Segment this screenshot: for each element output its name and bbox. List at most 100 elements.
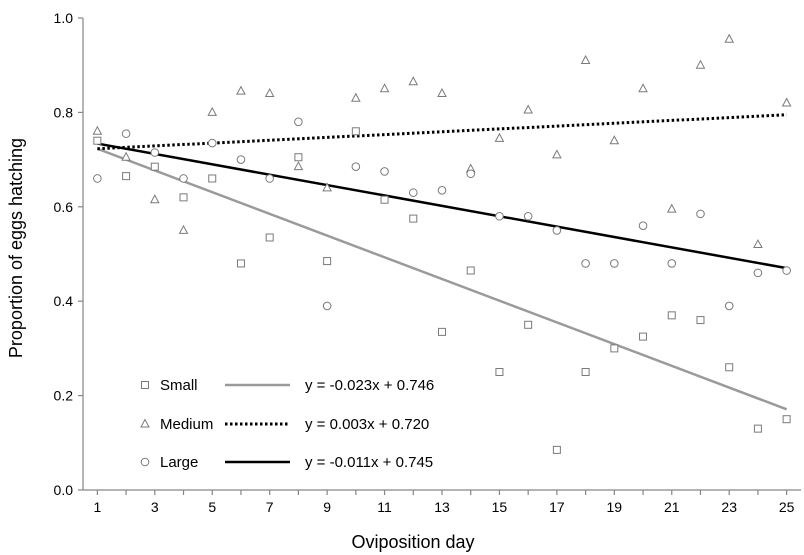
data-point-medium [264, 87, 275, 98]
x-tick-label: 5 [208, 499, 216, 515]
data-point-small [552, 445, 561, 454]
data-point-large [150, 148, 160, 157]
data-point-medium [724, 33, 735, 43]
data-point-medium [552, 149, 562, 159]
data-point-small [753, 424, 762, 433]
data-point-large [351, 162, 361, 171]
data-point-small [466, 266, 475, 275]
data-point-large [93, 174, 102, 183]
data-point-medium [293, 161, 304, 171]
data-point-medium [666, 203, 677, 213]
data-points [92, 33, 792, 454]
data-point-medium [207, 106, 218, 116]
data-point-small [610, 344, 619, 353]
data-point-large [495, 211, 504, 221]
data-point-large [380, 167, 389, 176]
x-tick-label: 25 [779, 499, 795, 515]
data-point-small [581, 368, 590, 376]
y-tick-label: 0.6 [54, 199, 74, 215]
data-point-medium [580, 54, 591, 64]
data-point-small [122, 172, 131, 181]
data-point-small [438, 327, 446, 336]
data-point-large [179, 174, 188, 183]
trend-lines [96, 113, 788, 411]
data-point-small [782, 415, 791, 424]
data-point-large [408, 188, 418, 197]
data-point-large [581, 259, 590, 268]
data-point-large [696, 209, 705, 219]
data-point-medium [379, 83, 390, 93]
data-point-large [724, 301, 734, 311]
x-tick-label: 23 [721, 499, 737, 515]
data-point-small [93, 136, 102, 145]
data-point-small [495, 368, 504, 376]
data-point-large [207, 138, 217, 148]
x-tick-label: 9 [323, 499, 331, 515]
trend-line-large [97, 142, 787, 270]
data-point-medium [494, 132, 505, 142]
data-point-large [523, 211, 533, 221]
data-point-large [121, 129, 131, 138]
axes [78, 17, 801, 495]
data-point-large [667, 259, 677, 268]
data-point-large [552, 226, 562, 235]
data-point-medium [437, 87, 447, 98]
x-tick-label: 1 [93, 499, 101, 515]
data-point-small [351, 127, 360, 136]
data-point-small [380, 195, 389, 204]
data-point-small [639, 332, 648, 341]
x-tick-label: 7 [266, 499, 274, 515]
y-tick-label: 0.8 [54, 104, 74, 120]
trend-line-medium [97, 113, 787, 151]
legend-label-medium: Medium [160, 416, 213, 433]
legend-equation-small: y = -0.023x + 0.746 [305, 377, 434, 394]
data-point-large [466, 169, 476, 179]
y-tick-label: 0.2 [54, 388, 74, 404]
data-point-medium [351, 92, 361, 102]
data-point-small [294, 153, 303, 162]
data-point-medium [92, 125, 103, 135]
data-point-medium [638, 83, 648, 93]
data-point-large [265, 174, 274, 183]
data-point-medium [322, 182, 332, 192]
data-point-medium [121, 151, 131, 161]
data-point-small [236, 259, 245, 268]
legend-equation-large: y = -0.011x + 0.745 [305, 454, 433, 471]
data-point-large [638, 221, 648, 230]
data-point-medium [523, 104, 533, 114]
trend-line-small [96, 147, 788, 411]
legend-label-large: Large [160, 454, 198, 471]
data-point-medium [695, 59, 706, 69]
x-tick-label: 13 [434, 499, 450, 515]
data-point-small [323, 257, 332, 266]
data-point-small [667, 311, 676, 320]
data-point-large [782, 266, 791, 275]
x-axis-title: Oviposition day [351, 532, 474, 552]
data-point-medium [408, 76, 419, 86]
legend: Small y = -0.023x + 0.746 Medium y = 0.003x… [140, 377, 434, 471]
data-point-medium [753, 238, 763, 249]
data-point-large [610, 259, 619, 268]
data-point-medium [236, 85, 246, 95]
data-point-large [437, 185, 447, 195]
x-tick-label: 21 [664, 499, 680, 515]
legend-label-small: Small [160, 377, 198, 394]
data-point-small [696, 316, 705, 325]
data-point-small [150, 162, 159, 171]
data-point-medium [178, 224, 189, 234]
data-point-large [753, 268, 763, 278]
data-point-large [322, 301, 332, 311]
legend-marker-large [140, 457, 150, 467]
x-tick-label: 3 [151, 499, 159, 515]
data-point-medium [149, 194, 160, 204]
data-point-large [294, 117, 303, 127]
data-point-small [524, 320, 533, 329]
data-point-medium [609, 135, 620, 145]
data-point-large [236, 155, 246, 164]
legend-marker-medium [140, 418, 150, 428]
data-point-small [725, 363, 734, 372]
data-point-small [208, 174, 217, 183]
x-tick-label: 15 [492, 499, 508, 515]
